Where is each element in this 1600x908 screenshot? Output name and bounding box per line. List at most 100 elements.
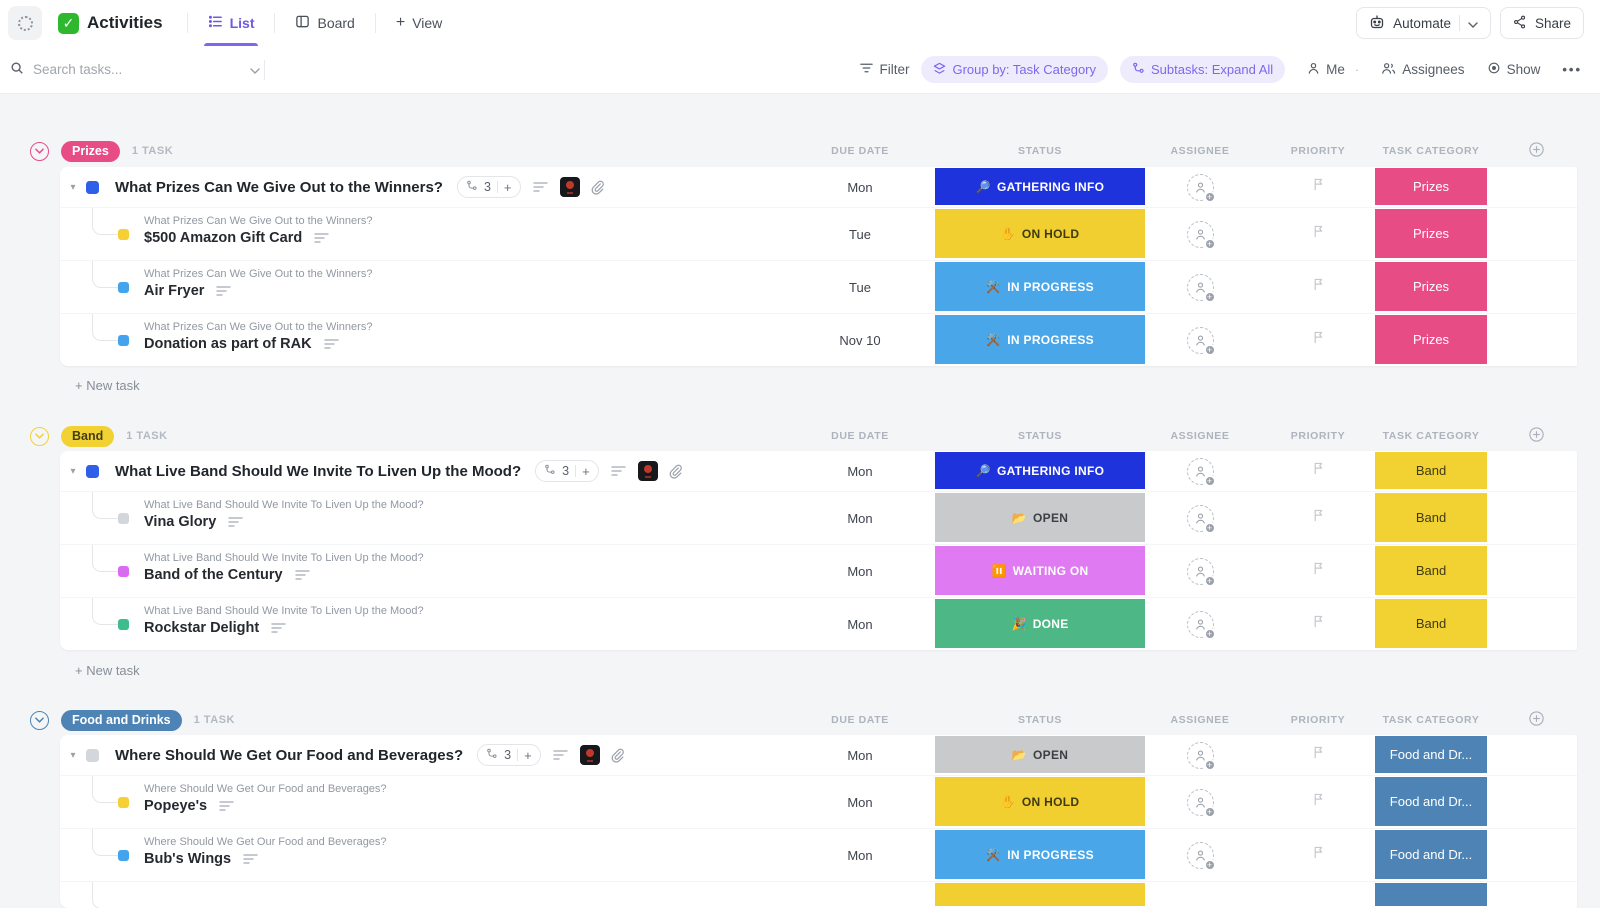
add-assignee-icon[interactable]: + [1186, 326, 1216, 356]
subtask-parent-breadcrumb[interactable]: What Prizes Can We Give Out to the Winne… [144, 268, 373, 280]
add-assignee-icon[interactable]: + [1186, 741, 1216, 771]
status-badge[interactable]: ✋ ON HOLD [935, 777, 1145, 826]
subtask-checkbox[interactable] [118, 335, 129, 346]
subtask-count-pill[interactable]: 3 + [535, 460, 599, 482]
task-category-cell[interactable] [1375, 883, 1487, 906]
subtask-checkbox[interactable] [118, 513, 129, 524]
task-category-cell[interactable]: Prizes [1375, 168, 1487, 205]
description-icon[interactable] [610, 464, 626, 479]
status-badge[interactable] [935, 883, 1145, 906]
task-category-cell[interactable]: Band [1375, 452, 1487, 489]
add-assignee-icon[interactable]: + [1186, 788, 1216, 818]
search-tasks-input[interactable]: Search tasks... [10, 61, 260, 78]
subtask-row[interactable]: What Prizes Can We Give Out to the Winne… [60, 207, 1577, 260]
subtask-checkbox[interactable] [118, 797, 129, 808]
task-checkbox[interactable] [86, 180, 99, 194]
add-assignee-icon[interactable]: + [1186, 220, 1216, 250]
subtask-parent-breadcrumb[interactable]: What Prizes Can We Give Out to the Winne… [144, 321, 373, 333]
show-button[interactable]: Show [1487, 61, 1540, 78]
add-subtask-icon[interactable]: + [524, 747, 532, 763]
priority-flag-icon[interactable] [1311, 224, 1326, 244]
subtask-count-pill[interactable]: 3 + [477, 744, 541, 766]
new-task-button[interactable]: + New task [75, 377, 140, 393]
priority-flag-icon[interactable] [1311, 177, 1326, 197]
status-badge[interactable]: 📂 OPEN [935, 736, 1145, 773]
subtask-parent-breadcrumb[interactable]: What Live Band Should We Invite To Liven… [144, 499, 424, 511]
add-view-button[interactable]: + View [380, 0, 458, 46]
column-header-due[interactable]: DUE DATE [831, 430, 889, 442]
task-category-cell[interactable]: Food and Dr... [1375, 830, 1487, 879]
new-task-button[interactable]: + New task [75, 662, 140, 678]
column-header-status[interactable]: STATUS [1017, 145, 1063, 157]
description-icon[interactable] [323, 337, 339, 352]
description-icon[interactable] [552, 748, 568, 763]
due-date-cell[interactable]: Mon [847, 179, 873, 195]
add-assignee-icon[interactable]: + [1186, 610, 1216, 640]
subtask-count-pill[interactable]: 3 + [456, 176, 521, 198]
group-collapse-icon[interactable] [30, 426, 49, 446]
subtask-parent-breadcrumb[interactable]: Where Should We Get Our Food and Beverag… [144, 783, 387, 795]
status-badge[interactable]: ⚒️ IN PROGRESS [935, 830, 1145, 879]
chevron-down-icon[interactable] [250, 62, 260, 77]
add-subtask-icon[interactable]: + [503, 179, 512, 195]
description-icon[interactable] [216, 284, 232, 299]
subtask-parent-breadcrumb[interactable]: Where Should We Get Our Food and Beverag… [144, 836, 387, 848]
add-column-icon[interactable] [1528, 426, 1545, 448]
task-checkbox[interactable] [86, 464, 99, 478]
priority-flag-icon[interactable] [1311, 745, 1326, 765]
description-icon[interactable] [532, 180, 548, 195]
priority-flag-icon[interactable] [1311, 277, 1326, 297]
due-date-cell[interactable]: Mon [847, 747, 873, 763]
subtask-parent-breadcrumb[interactable]: What Prizes Can We Give Out to the Winne… [144, 215, 373, 227]
priority-flag-icon[interactable] [1311, 561, 1326, 581]
subtask-checkbox[interactable] [118, 566, 129, 577]
subtask-checkbox[interactable] [118, 282, 129, 293]
column-header-category[interactable]: TASK CATEGORY [1382, 145, 1480, 157]
task-category-cell[interactable]: Food and Dr... [1375, 736, 1487, 773]
group-badge[interactable]: Prizes [61, 140, 120, 162]
subtask-row[interactable]: Where Should We Get Our Food and Beverag… [60, 775, 1577, 828]
subtask-parent-breadcrumb[interactable]: What Live Band Should We Invite To Liven… [144, 552, 424, 564]
due-date-cell[interactable]: Mon [847, 794, 873, 810]
add-assignee-icon[interactable]: + [1186, 457, 1216, 487]
add-assignee-icon[interactable]: + [1186, 173, 1216, 203]
subtask-row[interactable]: What Live Band Should We Invite To Liven… [60, 597, 1577, 650]
due-date-cell[interactable]: Mon [847, 510, 873, 526]
attachment-icon[interactable] [590, 180, 605, 195]
add-column-icon[interactable] [1528, 710, 1545, 732]
due-date-cell[interactable]: Mon [847, 616, 873, 632]
task-expand-icon[interactable]: ▾ [70, 749, 76, 761]
due-date-cell[interactable]: Mon [847, 563, 873, 579]
due-date-cell[interactable]: Nov 10 [839, 332, 881, 348]
status-badge[interactable]: 🎉 DONE [935, 599, 1145, 648]
task-category-cell[interactable]: Prizes [1375, 209, 1487, 258]
subtask-checkbox[interactable] [118, 229, 129, 240]
automate-button[interactable]: Automate [1356, 7, 1491, 39]
task-category-cell[interactable]: Prizes [1375, 315, 1487, 364]
description-icon[interactable] [243, 852, 258, 867]
priority-flag-icon[interactable] [1311, 792, 1326, 812]
group-badge[interactable]: Food and Drinks [61, 709, 182, 731]
sidebar-toggle-button[interactable] [8, 6, 42, 40]
tab-board[interactable]: Board [279, 0, 370, 46]
task-category-cell[interactable]: Food and Dr... [1375, 777, 1487, 826]
priority-flag-icon[interactable] [1311, 461, 1326, 481]
description-icon[interactable] [294, 568, 310, 583]
subtasks-pill[interactable]: Subtasks: Expand All [1120, 56, 1286, 83]
share-button[interactable]: Share [1499, 7, 1584, 39]
task-expand-icon[interactable]: ▾ [70, 181, 76, 193]
task-row[interactable]: ▾ What Prizes Can We Give Out to the Winn… [60, 167, 1577, 207]
subtask-parent-breadcrumb[interactable]: What Live Band Should We Invite To Liven… [144, 605, 424, 617]
subtask-row[interactable] [60, 881, 1577, 908]
column-header-status[interactable]: STATUS [1017, 430, 1063, 442]
subtask-checkbox[interactable] [118, 850, 129, 861]
task-checkbox[interactable] [86, 748, 99, 762]
tab-list[interactable]: List [192, 0, 271, 46]
status-badge[interactable]: ⚒️ IN PROGRESS [935, 262, 1145, 311]
column-header-assignee[interactable]: ASSIGNEE [1170, 714, 1230, 726]
column-header-assignee[interactable]: ASSIGNEE [1170, 430, 1230, 442]
more-options-button[interactable]: ••• [1562, 62, 1582, 77]
status-badge[interactable]: 🔎 GATHERING INFO [935, 452, 1145, 489]
chevron-down-icon[interactable] [1468, 16, 1478, 31]
group-collapse-icon[interactable] [30, 141, 49, 161]
